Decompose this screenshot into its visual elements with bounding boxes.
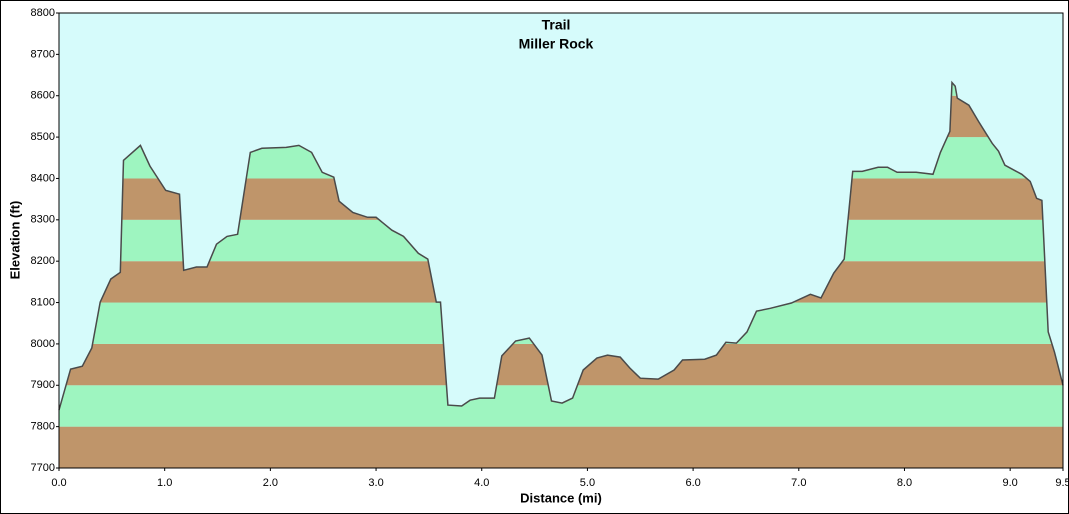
elevation-band [59,426,1063,468]
x-tick-label: 4.0 [474,477,489,489]
y-tick-label: 7900 [31,379,55,391]
x-axis-label: Distance (mi) [520,490,602,505]
y-tick-label: 8400 [31,172,55,184]
y-tick-label: 7700 [31,462,55,474]
x-tick-label: 8.0 [897,477,912,489]
x-tick-label: 1.0 [157,477,172,489]
plot-border [58,12,1064,469]
chart-title: Trail [542,17,571,33]
y-tick-label: 8100 [31,296,55,308]
chart-subtitle: Miller Rock [519,36,594,52]
x-tick-label: 3.0 [368,477,383,489]
y-axis-label: Elevation (ft) [7,201,22,280]
x-tick-label: 2.0 [263,477,278,489]
y-tick-label: 7800 [31,421,55,433]
y-tick-label: 8700 [31,48,55,60]
x-tick-label: 9.5 [1055,477,1069,489]
y-tick-label: 8000 [31,338,55,350]
y-tick-label: 8600 [31,90,55,102]
x-tick-label: 9.0 [1003,477,1018,489]
elevation-line [58,80,1064,411]
y-tick-label: 8800 [31,7,55,19]
x-tick-label: 7.0 [791,477,806,489]
x-tick-label: 5.0 [580,477,595,489]
x-tick-label: 6.0 [685,477,700,489]
x-tick-label: 0.0 [51,477,66,489]
y-tick-label: 8300 [31,214,55,226]
y-tick-label: 8200 [31,255,55,267]
y-tick-label: 8500 [31,131,55,143]
